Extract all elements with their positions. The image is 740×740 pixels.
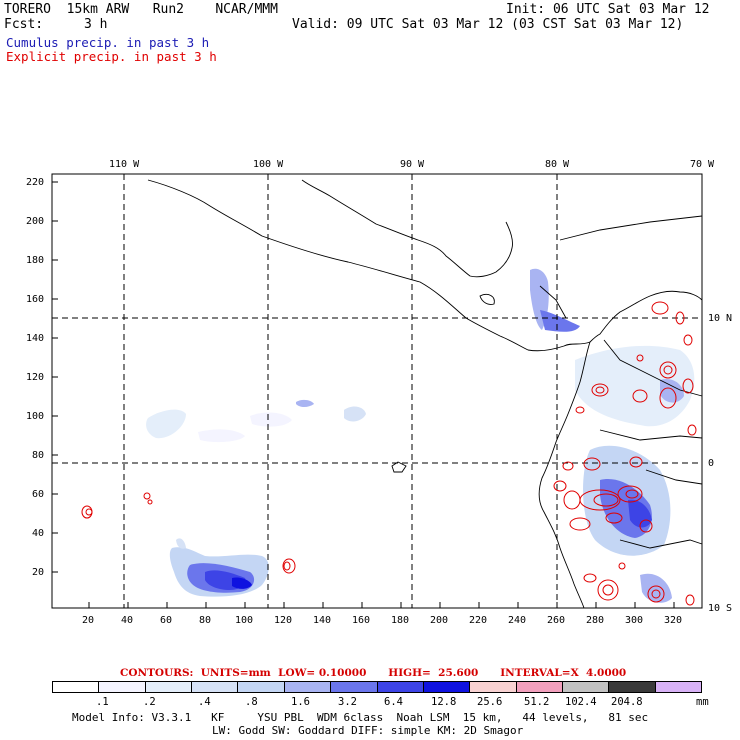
y-tick-label: 180	[26, 255, 45, 266]
explicit-precip-label: Explicit precip. in past 3 h	[6, 49, 217, 64]
lat-label: 0	[708, 458, 715, 469]
valid-time: Valid: 09 UTC Sat 03 Mar 12 (03 CST Sat …	[292, 17, 684, 32]
colorbar-swatch	[192, 682, 239, 692]
colorbar-swatch	[609, 682, 656, 692]
colorbar-label: .2	[143, 696, 156, 708]
colorbar-swatch	[562, 682, 610, 692]
colorbar-label: .1	[96, 696, 109, 708]
x-tick-label: 200	[430, 615, 449, 626]
x-tick-label: 180	[391, 615, 410, 626]
x-tick-label: 320	[664, 615, 683, 626]
x-tick-label: 40	[121, 615, 134, 626]
y-tick-label: 60	[32, 489, 45, 500]
colorbar-label: 25.6	[477, 696, 503, 708]
lat-label: 10 S	[708, 603, 733, 614]
contours-info: CONTOURS: UNITS=mm LOW= 0.10000 HIGH= 25…	[120, 667, 627, 679]
x-tick-label: 80	[199, 615, 212, 626]
graticule	[52, 174, 702, 608]
x-tick-label: 220	[469, 615, 488, 626]
lon-label: 90 W	[400, 159, 425, 170]
x-tick-label: 100	[235, 615, 254, 626]
colorbar-label: 204.8	[611, 696, 643, 708]
lon-label: 70 W	[690, 159, 715, 170]
x-tick-label: 160	[352, 615, 371, 626]
colorbar-swatch	[655, 682, 702, 692]
x-tick-label: 260	[547, 615, 566, 626]
precip-colorbar	[52, 681, 702, 693]
colorbar-label: 51.2	[524, 696, 550, 708]
frame-ticks	[52, 181, 675, 608]
colorbar-swatch	[99, 682, 146, 692]
colorbar-label: 12.8	[431, 696, 457, 708]
y-tick-label: 120	[26, 372, 45, 383]
cumulus-precip-areas	[146, 268, 695, 603]
y-tick-label: 140	[26, 333, 45, 344]
model-title: TORERO 15km ARW Run2 NCAR/MMM	[4, 2, 278, 17]
y-tick-label: 220	[26, 177, 45, 188]
colorbar-unit: mm	[696, 696, 709, 708]
lon-label: 100 W	[253, 159, 284, 170]
colorbar-swatch	[516, 682, 563, 692]
lon-label: 110 W	[109, 159, 140, 170]
colorbar-swatch	[145, 682, 193, 692]
colorbar-label: 3.2	[338, 696, 357, 708]
colorbar-label: .8	[245, 696, 258, 708]
colorbar-swatch	[284, 682, 332, 692]
model-info: Model Info: V3.3.1 KF YSU PBL WDM 6class…	[72, 711, 649, 724]
y-tick-label: 100	[26, 411, 45, 422]
colorbar-label: 102.4	[565, 696, 597, 708]
colorbar-label: 1.6	[291, 696, 310, 708]
colorbar-swatch	[331, 682, 378, 692]
colorbar-swatch	[423, 682, 471, 692]
x-tick-label: 240	[508, 615, 527, 626]
x-tick-label: 20	[82, 615, 95, 626]
colorbar-swatch	[238, 682, 285, 692]
colorbar-label: .4	[198, 696, 211, 708]
x-tick-label: 300	[625, 615, 644, 626]
explicit-precip-contours	[81, 301, 697, 606]
colorbar-swatch	[470, 682, 517, 692]
x-tick-label: 280	[586, 615, 605, 626]
colorbar-label: 6.4	[384, 696, 403, 708]
y-tick-label: 20	[32, 567, 45, 578]
lon-label: 80 W	[545, 159, 570, 170]
colorbar-swatch	[377, 682, 424, 692]
x-tick-label: 60	[160, 615, 173, 626]
forecast-value: 3 h	[84, 17, 108, 32]
y-tick-label: 160	[26, 294, 45, 305]
x-tick-label: 140	[313, 615, 332, 626]
colorbar-swatch	[53, 682, 100, 692]
init-time: Init: 06 UTC Sat 03 Mar 12	[506, 2, 710, 17]
x-tick-label: 120	[274, 615, 293, 626]
cumulus-precip-label: Cumulus precip. in past 3 h	[6, 35, 210, 50]
y-tick-label: 40	[32, 528, 45, 539]
coastlines	[147, 179, 703, 609]
model-physics: LW: Godd SW: Goddard DIFF: simple KM: 2D…	[212, 724, 524, 737]
lat-label: 10 N	[708, 313, 733, 324]
forecast-label: Fcst:	[4, 17, 44, 32]
y-tick-label: 80	[32, 450, 45, 461]
y-tick-label: 200	[26, 216, 45, 227]
